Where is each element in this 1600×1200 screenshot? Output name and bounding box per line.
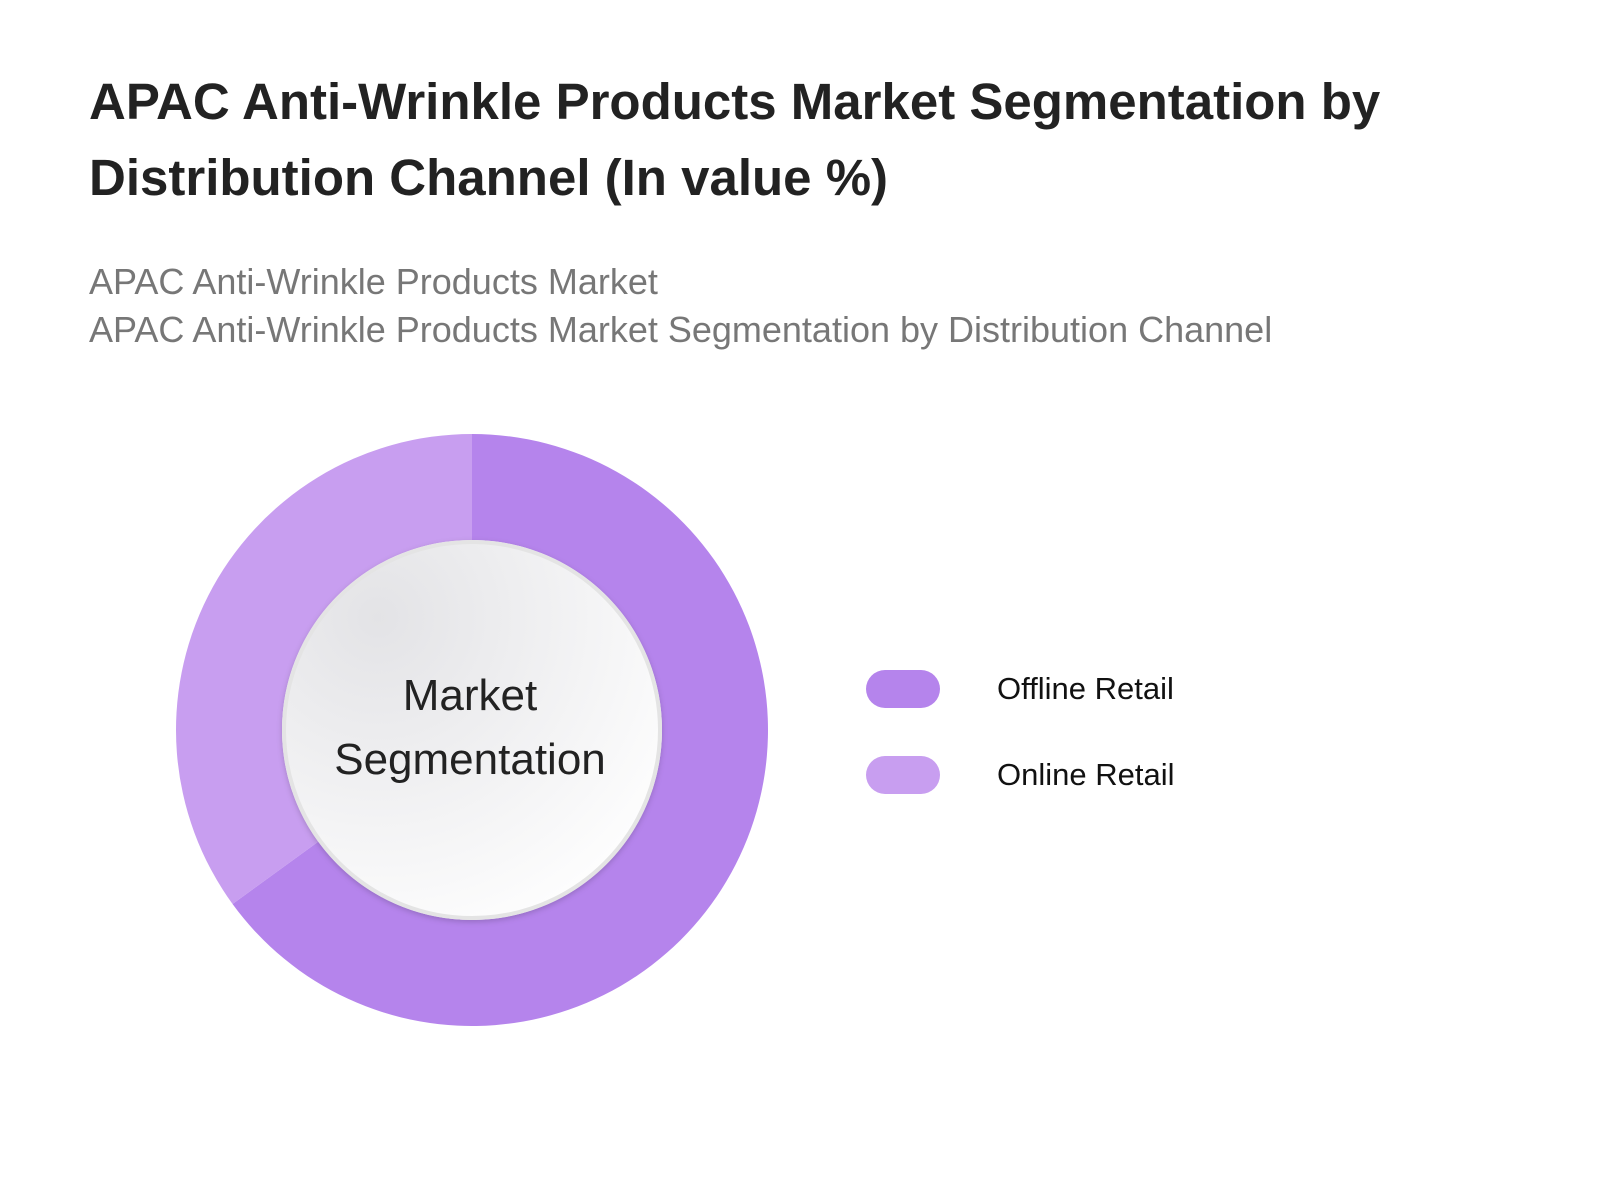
legend-swatch-online-retail [866,756,940,794]
chart-subtitle-market: APAC Anti-Wrinkle Products Market [89,261,658,302]
chart-title: APAC Anti-Wrinkle Products Market Segmen… [89,73,1381,206]
legend-label-online-retail: Online Retail [997,757,1175,792]
slice-offline-retail [232,434,768,1026]
center-label-line1: Market [402,671,538,720]
donut-slices [176,434,768,1026]
legend-swatch-offline-retail [866,670,940,708]
donut-center-label: Market Segmentation [300,664,640,792]
legend-label-offline-retail: Offline Retail [997,671,1174,706]
center-label-line2: Segmentation [334,735,606,784]
slice-online-retail [176,434,472,904]
chart-subtitle-segmentation: APAC Anti-Wrinkle Products Market Segmen… [89,309,1273,350]
donut-center-disc [282,540,662,920]
